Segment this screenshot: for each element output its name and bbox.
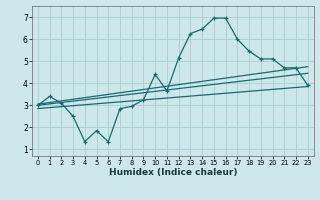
X-axis label: Humidex (Indice chaleur): Humidex (Indice chaleur) [108, 168, 237, 177]
